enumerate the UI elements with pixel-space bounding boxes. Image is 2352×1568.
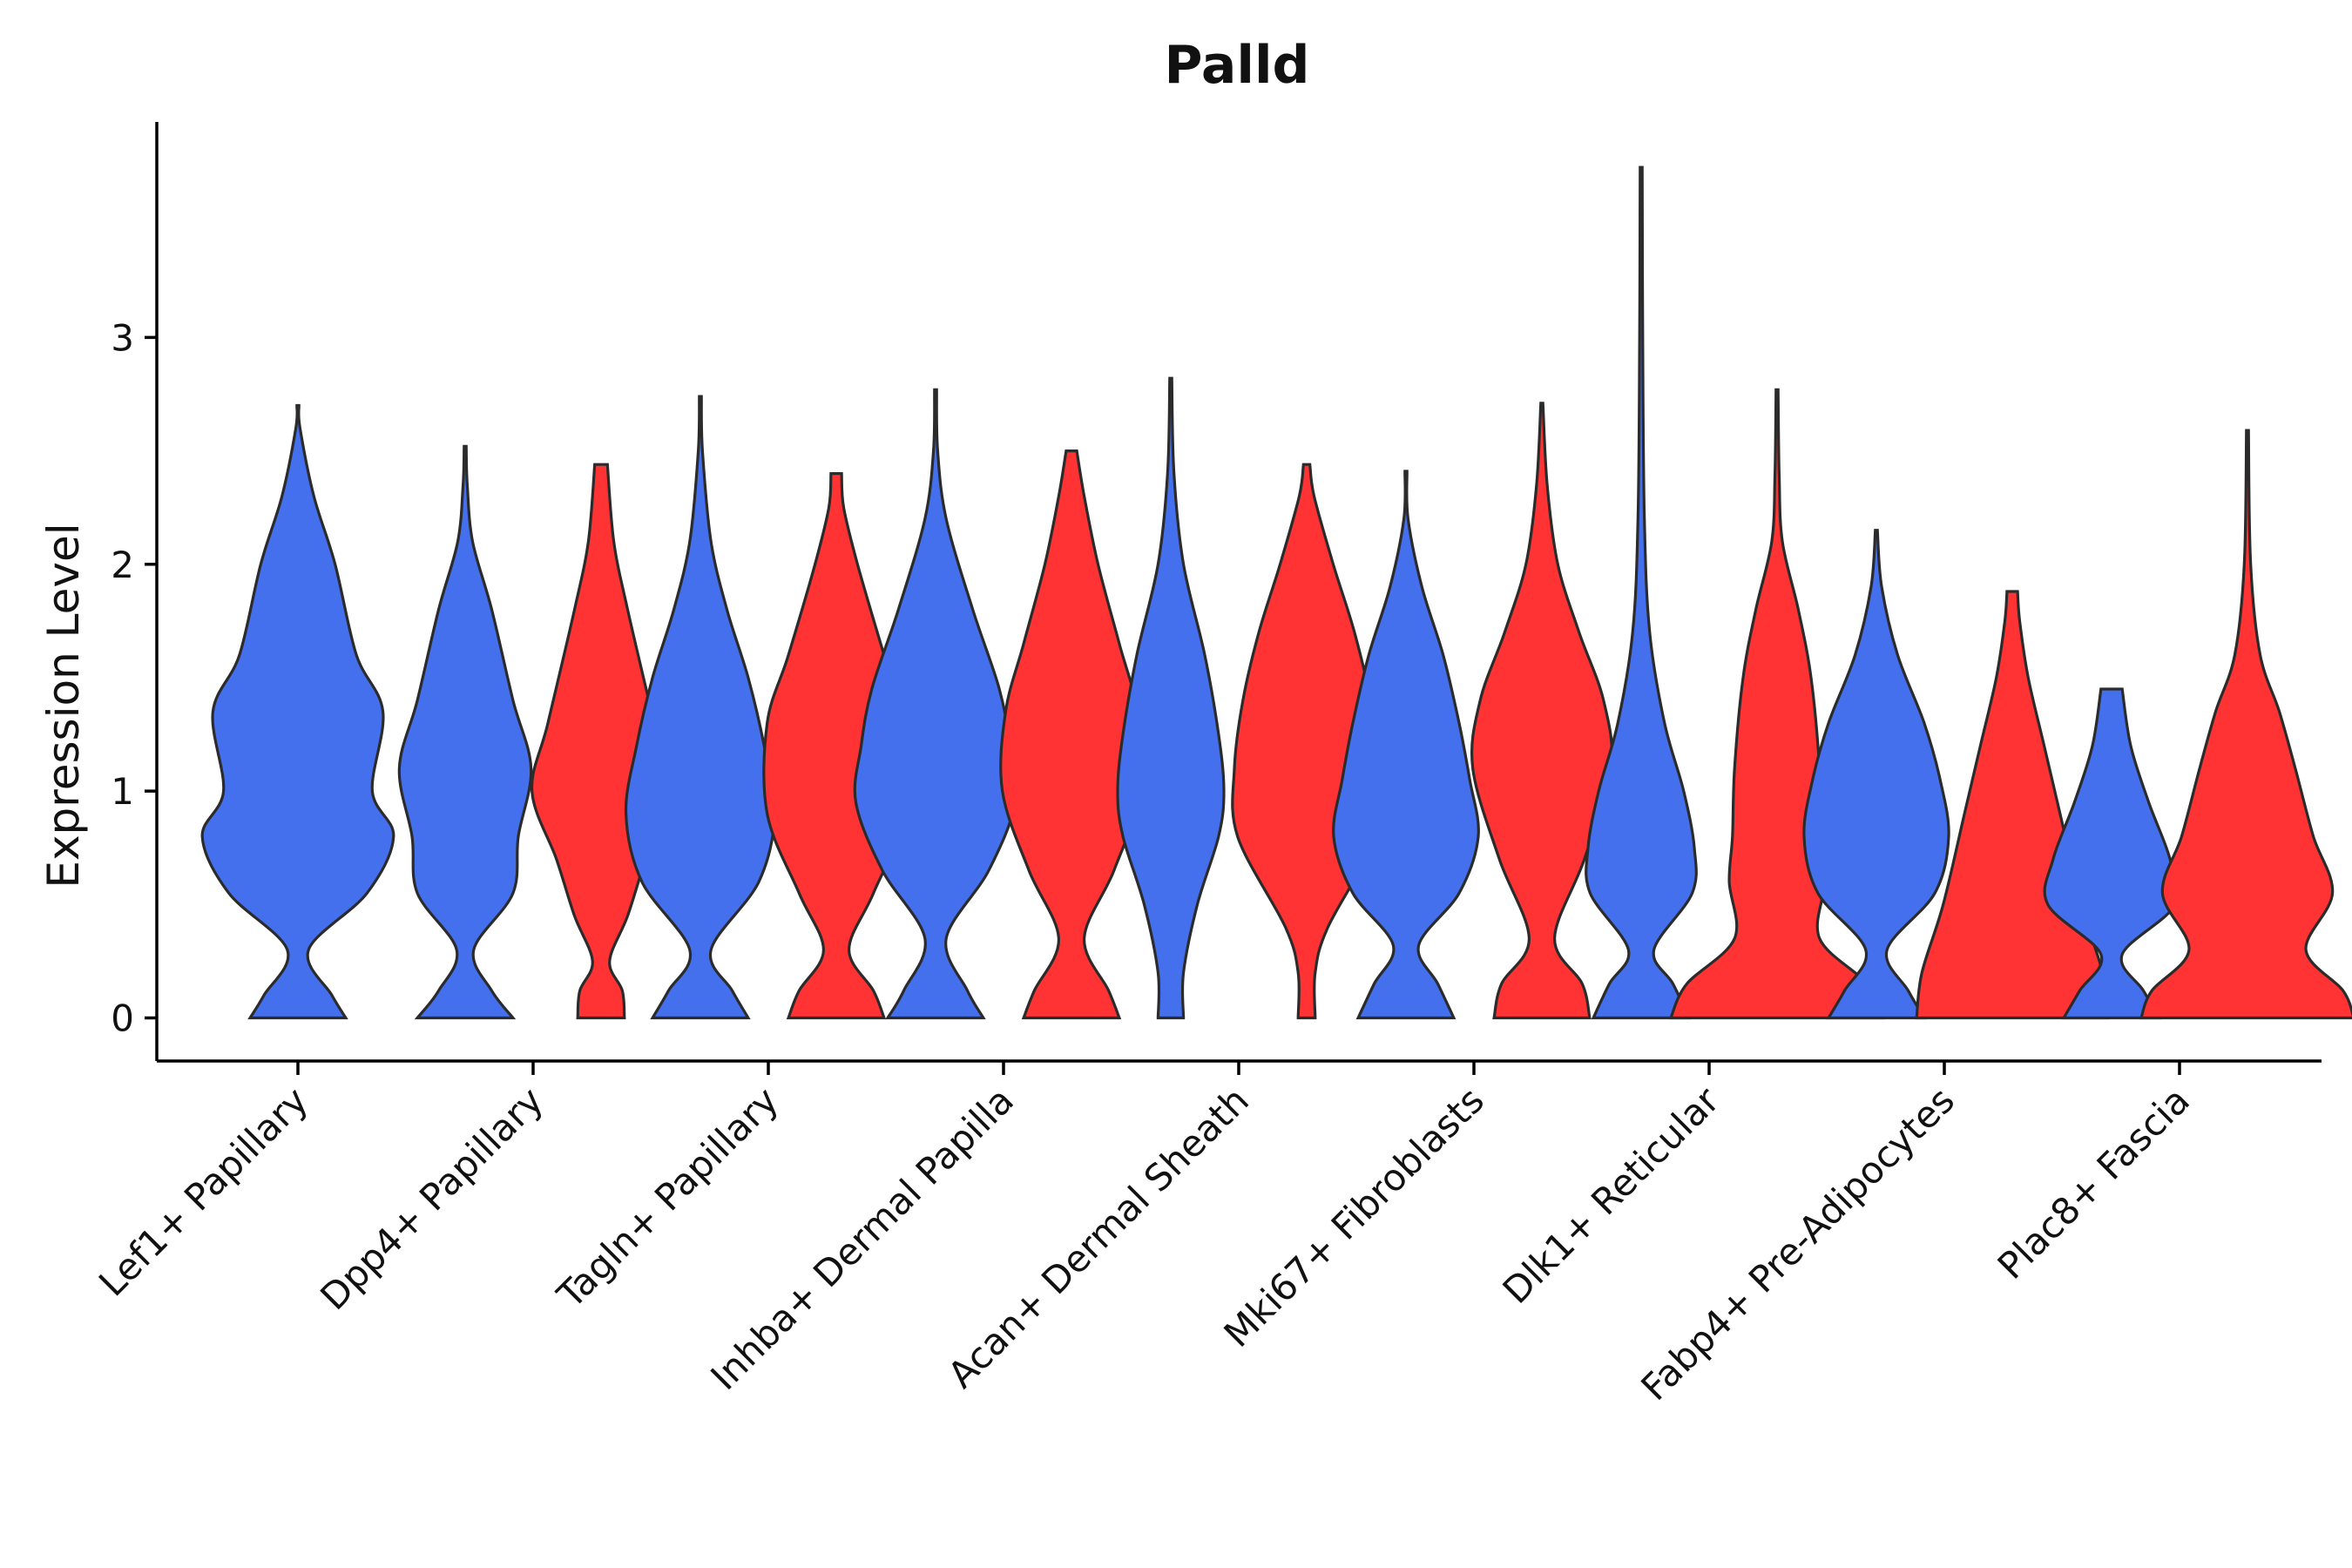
y-tick-label: 3: [111, 316, 134, 359]
violin-blue: [397, 444, 533, 1020]
x-tick-label: Plac8+ Fascia: [1990, 1078, 2198, 1287]
violin-red: [762, 472, 910, 1020]
x-tick-label: Dlk1+ Reticular: [1495, 1078, 1728, 1312]
violin-blue: [624, 395, 777, 1020]
violin-red: [531, 463, 672, 1020]
violin-blue: [200, 403, 395, 1020]
x-tick-label: Lef1+ Papillary: [91, 1078, 316, 1304]
violin-blue: [1802, 529, 1950, 1020]
violin-red: [2139, 429, 2352, 1020]
violin-blue: [1332, 470, 1480, 1020]
y-tick-label: 0: [111, 997, 134, 1040]
violin-red: [999, 449, 1144, 1020]
violin-layer: [200, 166, 2352, 1020]
chart-title: Palld: [1165, 35, 1310, 96]
violin-red: [1470, 402, 1614, 1020]
x-tick-label: Dpp4+ Papillary: [312, 1078, 551, 1318]
violin-blue: [2043, 687, 2180, 1020]
y-axis-label: Expression Level: [38, 523, 89, 888]
x-tick-label: Tagln+ Papillary: [549, 1078, 787, 1316]
violin-blue: [853, 388, 1018, 1020]
violin-blue: [1116, 376, 1226, 1020]
y-tick-label: 1: [111, 770, 134, 813]
y-tick-label: 2: [111, 544, 134, 586]
violin-blue: [1585, 166, 1698, 1020]
x-tick-label: Mki67+ Fibroblasts: [1216, 1078, 1492, 1355]
